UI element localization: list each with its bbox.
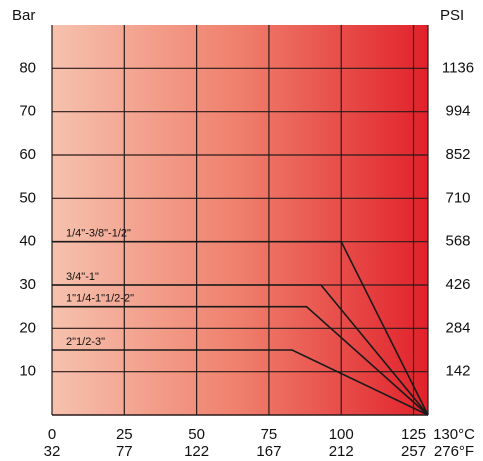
y2-tick-label: 994 (445, 103, 470, 120)
y-tick-label: 60 (19, 146, 36, 163)
series-label: 1"1/4-1"1/2-2" (66, 293, 134, 305)
x2-tick-label: 212 (329, 443, 354, 460)
series-line (52, 284, 429, 416)
x-tick-label: 0 (48, 426, 56, 443)
y2-tick-label: 426 (445, 276, 470, 293)
y2-tick-label: 852 (445, 146, 470, 163)
y2-tick-label: 568 (445, 233, 470, 250)
series-label: 1/4"-3/8"-1/2" (66, 228, 131, 240)
x2-tick-label: 257 (401, 443, 426, 460)
x2-tick-label: 122 (184, 443, 209, 460)
y-tick-label: 20 (19, 319, 36, 336)
y-tick-label: 40 (19, 233, 36, 250)
y-tick-label: 30 (19, 276, 36, 293)
x-tick-label: 25 (116, 426, 133, 443)
series-line (52, 349, 429, 416)
y-tick-label: 50 (19, 189, 36, 206)
y2-tick-label: 284 (445, 319, 470, 336)
x2-tick-label: 167 (256, 443, 281, 460)
series-label: 3/4"-1" (66, 271, 99, 283)
x-tick-label: 75 (261, 426, 278, 443)
y-tick-label: 80 (19, 59, 36, 76)
series-line (52, 240, 429, 416)
series-line (52, 305, 429, 416)
y-tick-label: 10 (19, 363, 36, 380)
y2-tick-label: 710 (445, 189, 470, 206)
y2-tick-label: 1136 (442, 59, 474, 76)
x2-tick-label: 77 (116, 443, 133, 460)
y2-axis-title: PSI (440, 7, 464, 24)
series-label: 2"1/2-3" (66, 336, 105, 348)
x-tick-label: 50 (188, 426, 205, 443)
x2-tick-label: 276°F (434, 443, 474, 460)
y2-tick-label: 142 (445, 363, 470, 380)
x-tick-label: 125 (401, 426, 426, 443)
x2-tick-label: 32 (44, 443, 61, 460)
plot-area (52, 25, 428, 415)
y-tick-label: 70 (19, 103, 36, 120)
x-tick-label: 130°C (433, 426, 475, 443)
x-tick-label: 100 (329, 426, 354, 443)
y-axis-title: Bar (12, 7, 35, 24)
